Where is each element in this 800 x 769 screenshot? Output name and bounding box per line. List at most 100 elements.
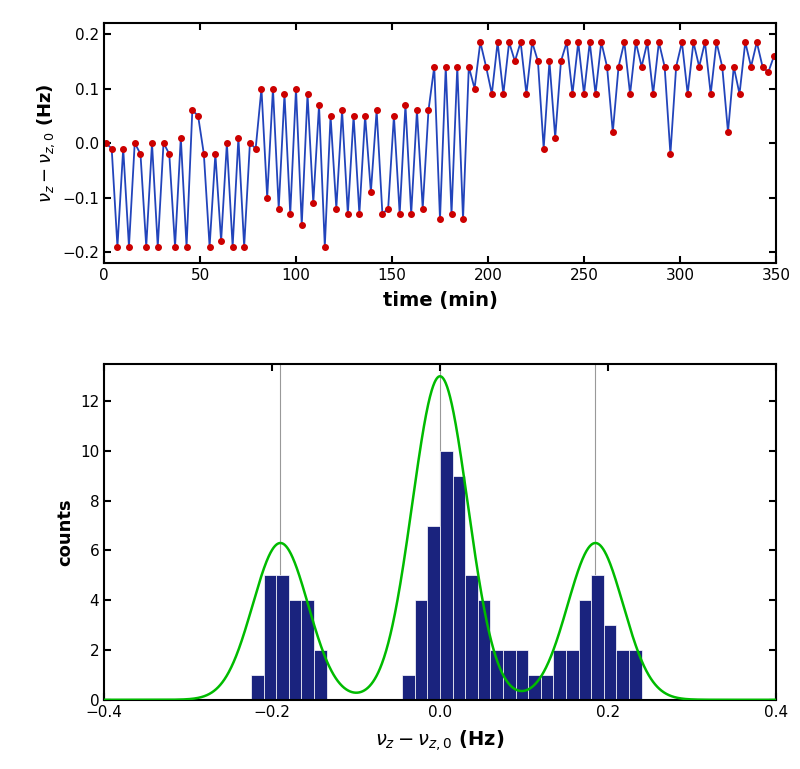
Bar (276, 575, 289, 700)
Point (658, 61, 671, 73)
Point (295, 218, 308, 231)
Point (140, 241, 153, 253)
Point (664, 148, 677, 160)
Point (583, 36, 596, 48)
Point (572, 36, 585, 48)
Y-axis label: counts: counts (56, 498, 74, 566)
Point (307, 197, 320, 209)
Point (698, 36, 711, 48)
Point (382, 202, 394, 215)
Point (301, 88, 314, 100)
Point (618, 36, 630, 48)
Point (376, 208, 389, 220)
Point (578, 88, 590, 100)
Bar (478, 601, 490, 700)
Point (221, 137, 234, 149)
Point (646, 88, 659, 100)
Bar (591, 575, 604, 700)
Point (526, 36, 538, 48)
Point (410, 104, 423, 116)
Bar (453, 476, 466, 700)
Bar (503, 650, 516, 700)
Point (255, 82, 268, 95)
Point (486, 88, 498, 100)
Point (653, 36, 666, 48)
Point (538, 142, 550, 155)
Point (111, 241, 124, 253)
Point (687, 36, 700, 48)
Point (682, 88, 694, 100)
Point (318, 241, 331, 253)
Point (727, 61, 740, 73)
Point (531, 55, 544, 68)
Point (106, 142, 118, 155)
Point (284, 208, 297, 220)
Point (606, 126, 619, 138)
Point (266, 82, 279, 95)
Bar (516, 650, 528, 700)
Point (416, 202, 429, 215)
Point (399, 98, 412, 111)
Point (509, 55, 522, 68)
Point (146, 137, 158, 149)
Point (693, 61, 706, 73)
Bar (604, 625, 617, 700)
Point (745, 61, 758, 73)
Point (589, 88, 602, 100)
Point (99, 137, 112, 149)
Point (394, 208, 406, 220)
Point (468, 82, 481, 95)
Point (768, 50, 781, 62)
X-axis label: $\nu_z-\nu_{z,0}$ (Hz): $\nu_z-\nu_{z,0}$ (Hz) (375, 728, 505, 753)
Point (272, 202, 285, 215)
Bar (289, 601, 302, 700)
Point (290, 82, 302, 95)
Point (554, 55, 567, 68)
Point (733, 88, 746, 100)
Point (480, 61, 493, 73)
X-axis label: time (min): time (min) (382, 291, 498, 310)
Point (186, 104, 198, 116)
Point (278, 88, 291, 100)
Point (405, 208, 418, 220)
Point (457, 213, 470, 225)
Point (370, 104, 383, 116)
Point (365, 186, 378, 198)
Bar (251, 675, 264, 700)
Point (174, 131, 187, 144)
Point (474, 36, 486, 48)
Bar (578, 601, 591, 700)
Point (117, 142, 130, 155)
Bar (466, 575, 478, 700)
Point (358, 110, 371, 122)
Point (491, 36, 504, 48)
Point (387, 110, 400, 122)
Point (612, 61, 625, 73)
Point (313, 98, 326, 111)
Bar (415, 601, 427, 700)
Bar (264, 575, 276, 700)
Point (520, 88, 533, 100)
Point (169, 241, 182, 253)
Bar (314, 650, 326, 700)
Point (353, 208, 366, 220)
Bar (541, 675, 554, 700)
Point (716, 61, 729, 73)
Point (157, 137, 170, 149)
Point (122, 241, 135, 253)
Point (192, 110, 205, 122)
Point (549, 131, 562, 144)
Bar (440, 451, 453, 700)
Bar (566, 650, 578, 700)
Point (750, 36, 763, 48)
Bar (302, 601, 314, 700)
Point (336, 104, 349, 116)
Point (209, 148, 222, 160)
Point (128, 137, 141, 149)
Point (434, 213, 446, 225)
Point (497, 88, 510, 100)
Bar (554, 650, 566, 700)
Point (428, 61, 441, 73)
Point (710, 36, 723, 48)
Point (675, 36, 688, 48)
